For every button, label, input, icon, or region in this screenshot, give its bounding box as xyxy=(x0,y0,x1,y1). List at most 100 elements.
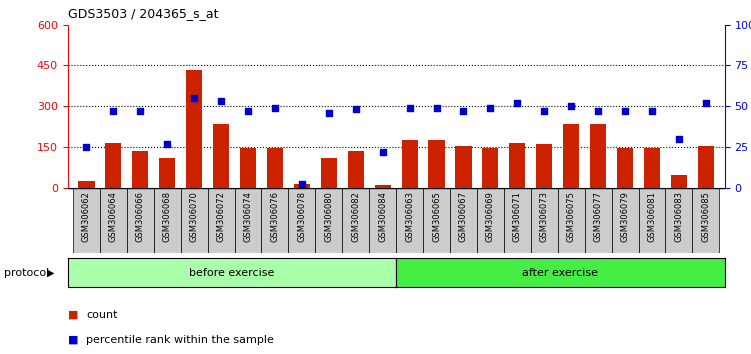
Text: GSM306068: GSM306068 xyxy=(163,191,172,242)
Bar xyxy=(509,143,526,188)
Bar xyxy=(213,124,229,188)
Bar xyxy=(181,188,207,253)
Point xyxy=(403,105,415,111)
Bar xyxy=(504,188,531,253)
Text: GDS3503 / 204365_s_at: GDS3503 / 204365_s_at xyxy=(68,7,218,20)
Text: GSM306066: GSM306066 xyxy=(136,191,145,242)
Point xyxy=(673,136,685,142)
Bar xyxy=(617,148,633,188)
Text: GSM306075: GSM306075 xyxy=(567,191,576,242)
Text: count: count xyxy=(86,310,118,320)
Bar xyxy=(315,188,342,253)
Point xyxy=(134,108,146,114)
Point xyxy=(646,108,658,114)
Bar xyxy=(665,188,692,253)
Point xyxy=(430,105,442,111)
Bar xyxy=(234,188,261,253)
Bar xyxy=(455,145,472,188)
Point xyxy=(538,108,550,114)
Bar xyxy=(482,148,499,188)
Text: GSM306085: GSM306085 xyxy=(701,191,710,242)
Bar xyxy=(348,151,363,188)
Text: GSM306078: GSM306078 xyxy=(297,191,306,242)
Bar xyxy=(240,148,256,188)
Point xyxy=(457,108,469,114)
Point xyxy=(242,108,254,114)
Point xyxy=(215,98,227,104)
Bar xyxy=(294,183,310,188)
Bar xyxy=(261,188,288,253)
Bar xyxy=(477,188,504,253)
Bar xyxy=(267,148,283,188)
Text: GSM306079: GSM306079 xyxy=(620,191,629,242)
Point xyxy=(189,95,201,101)
Point xyxy=(484,105,496,111)
Point xyxy=(619,108,631,114)
Text: GSM306071: GSM306071 xyxy=(513,191,522,242)
Point xyxy=(566,103,578,109)
Bar xyxy=(585,188,611,253)
Text: GSM306072: GSM306072 xyxy=(216,191,225,242)
Bar xyxy=(73,188,100,253)
Text: GSM306065: GSM306065 xyxy=(432,191,441,242)
Text: GSM306081: GSM306081 xyxy=(647,191,656,242)
Bar xyxy=(132,151,149,188)
Bar xyxy=(671,176,687,188)
Bar xyxy=(321,158,337,188)
Bar xyxy=(342,188,369,253)
Bar xyxy=(698,145,714,188)
Bar xyxy=(159,158,175,188)
Bar xyxy=(78,181,95,188)
Point xyxy=(269,105,281,111)
Bar xyxy=(288,188,315,253)
Bar xyxy=(611,188,638,253)
Text: GSM306069: GSM306069 xyxy=(486,191,495,242)
Bar xyxy=(207,188,234,253)
Text: protocol: protocol xyxy=(4,268,49,278)
Bar xyxy=(558,188,585,253)
Text: GSM306062: GSM306062 xyxy=(82,191,91,242)
Point xyxy=(592,108,604,114)
Text: GSM306067: GSM306067 xyxy=(459,191,468,242)
Bar xyxy=(423,188,450,253)
Text: after exercise: after exercise xyxy=(523,268,599,278)
Bar xyxy=(397,188,423,253)
Bar xyxy=(692,188,719,253)
Text: ■: ■ xyxy=(68,335,78,345)
Point xyxy=(511,100,523,106)
Bar xyxy=(429,140,445,188)
Text: GSM306063: GSM306063 xyxy=(405,191,414,242)
Text: GSM306073: GSM306073 xyxy=(540,191,549,242)
Bar xyxy=(100,188,127,253)
Point xyxy=(80,144,92,150)
Text: GSM306076: GSM306076 xyxy=(270,191,279,242)
Text: GSM306064: GSM306064 xyxy=(109,191,118,242)
Text: ▶: ▶ xyxy=(47,268,54,278)
Bar xyxy=(154,188,181,253)
Text: GSM306074: GSM306074 xyxy=(243,191,252,242)
Point xyxy=(700,100,712,106)
Text: before exercise: before exercise xyxy=(189,268,275,278)
Text: GSM306077: GSM306077 xyxy=(593,191,602,242)
Text: percentile rank within the sample: percentile rank within the sample xyxy=(86,335,274,345)
Text: GSM306080: GSM306080 xyxy=(324,191,333,242)
Bar xyxy=(536,144,552,188)
Text: GSM306084: GSM306084 xyxy=(379,191,388,242)
Bar xyxy=(590,124,606,188)
Bar xyxy=(402,140,418,188)
Text: GSM306083: GSM306083 xyxy=(674,191,683,242)
Text: GSM306082: GSM306082 xyxy=(351,191,360,242)
Bar xyxy=(369,188,397,253)
Bar xyxy=(375,185,391,188)
Bar xyxy=(127,188,154,253)
Text: GSM306070: GSM306070 xyxy=(190,191,199,242)
Bar xyxy=(563,124,579,188)
Bar xyxy=(186,70,202,188)
Point xyxy=(377,149,389,155)
Point xyxy=(350,107,362,112)
Point xyxy=(296,182,308,187)
Bar xyxy=(638,188,665,253)
Point xyxy=(107,108,119,114)
Bar xyxy=(105,143,122,188)
Bar xyxy=(644,148,660,188)
